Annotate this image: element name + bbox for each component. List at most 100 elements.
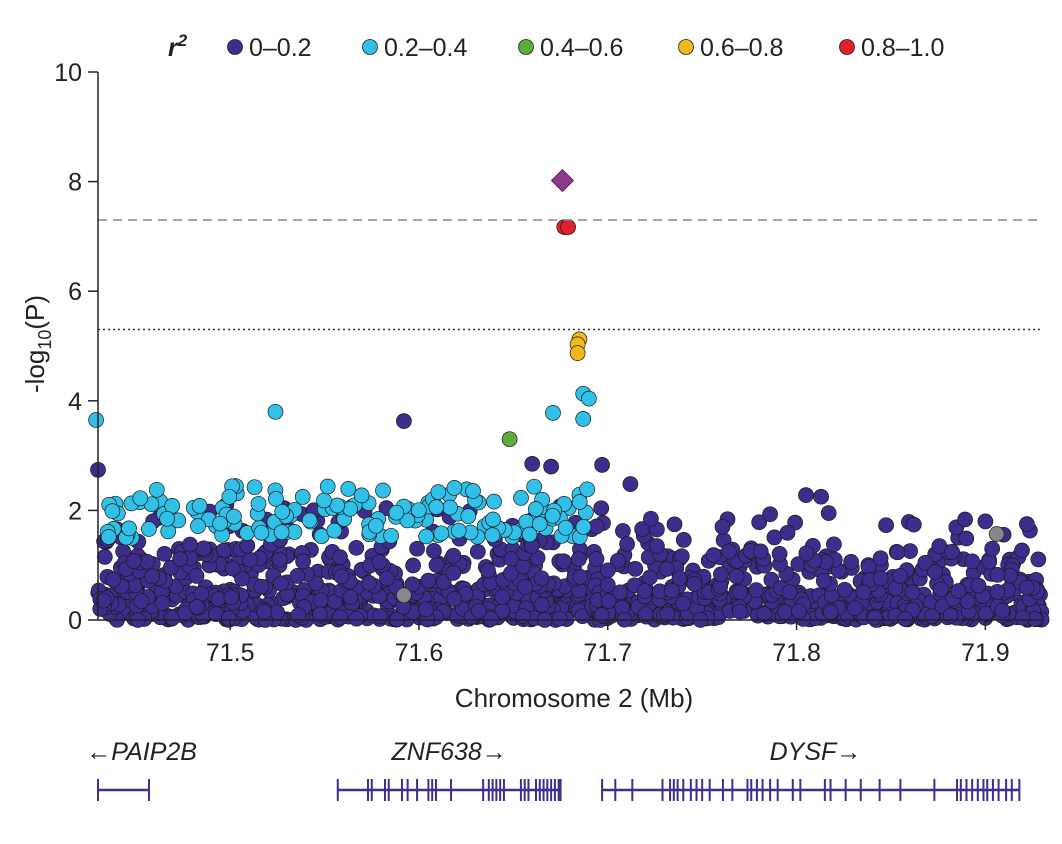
x-axis-title: Chromosome 2 (Mb) [455,683,693,713]
y-tick-label: 4 [68,388,82,416]
snp-point-highlight [814,489,829,504]
snp-point-highlight [581,391,596,406]
snp-point [516,609,531,624]
snp-point [302,513,317,528]
snp-point [951,584,966,599]
snp-point [330,498,345,513]
snp-point [898,612,913,627]
snp-point-highlight [546,405,561,420]
snp-point [659,562,674,577]
snp-point [274,525,289,540]
snp-point [486,512,501,527]
snp-point [194,586,209,601]
snp-point [155,596,170,611]
snp-point-highlight [763,507,778,522]
threshold-lines [98,220,1042,330]
snp-point-highlight [989,527,1004,542]
snp-point [982,554,997,569]
snp-point [1019,580,1034,595]
snp-point-highlight [623,477,638,492]
snp-point [628,561,643,576]
snp-point [313,593,328,608]
snp-point [222,489,237,504]
snp-points [89,170,1050,628]
snp-point [426,543,441,558]
snp-point [879,518,894,533]
snp-point [733,585,748,600]
snp-point [905,585,920,600]
snp-point [421,573,436,588]
snp-point [140,554,155,569]
snp-point [594,501,609,516]
snp-point [545,508,560,523]
snp-point [826,537,841,552]
snp-point [296,554,311,569]
snp-point [971,578,986,593]
snp-point [856,585,871,600]
snp-point [189,599,204,614]
snp-point [534,597,549,612]
snp-point [1015,610,1030,625]
snp-point [247,480,262,495]
snp-point-highlight [396,588,411,603]
snp-point [419,529,434,544]
snp-point [419,602,434,617]
snp-point-highlight [576,411,591,426]
snp-point [667,517,682,532]
snp-point [959,531,974,546]
snp-point [191,519,206,534]
snp-point [847,601,862,616]
lead-snp-diamond [551,170,573,192]
snp-point [160,511,175,526]
snp-point [715,519,730,534]
snp-point [481,563,496,578]
snp-point [173,552,188,567]
snp-point [257,604,272,619]
snp-point [534,571,549,586]
snp-point [410,541,425,556]
snp-point [343,590,358,605]
snp-point [447,592,462,607]
snp-point [772,546,787,561]
legend-label-0: 0–0.2 [249,34,312,62]
snp-point [791,604,806,619]
snp-point [443,500,458,515]
snp-point [514,490,529,505]
y-tick-label: 8 [68,169,82,197]
snp-point [389,505,404,520]
snp-point [226,509,241,524]
snp-point [341,481,356,496]
legend-label-3: 0.6–0.8 [700,34,783,62]
snp-point [317,493,332,508]
snp-point [122,521,137,536]
snp-point [189,568,204,583]
snp-point [573,569,588,584]
snp-point [672,571,687,586]
y-axis-title: -log10(P) [20,295,55,393]
snp-point [990,567,1005,582]
snp-point [615,524,630,539]
snp-point-highlight [978,514,993,529]
snp-point [729,569,744,584]
x-tick-label: 71.5 [206,639,255,667]
snp-point-highlight [821,506,836,521]
snp-point [333,610,348,625]
snp-point [782,585,797,600]
snp-point [580,482,595,497]
snp-point [676,596,691,611]
snp-point [384,528,399,543]
snp-point [649,539,664,554]
snp-point [816,573,831,588]
snp-point [254,525,269,540]
snp-point [290,568,305,583]
snp-point [183,537,198,552]
snp-point [928,564,943,579]
y-tick-label: 0 [68,607,82,635]
snp-point [369,518,384,533]
snp-point [273,576,288,591]
snp-point [133,491,148,506]
snp-point [101,530,116,545]
x-tick-label: 71.9 [961,639,1010,667]
legend-label-1: 0.2–0.4 [384,34,468,62]
snp-point [945,544,960,559]
